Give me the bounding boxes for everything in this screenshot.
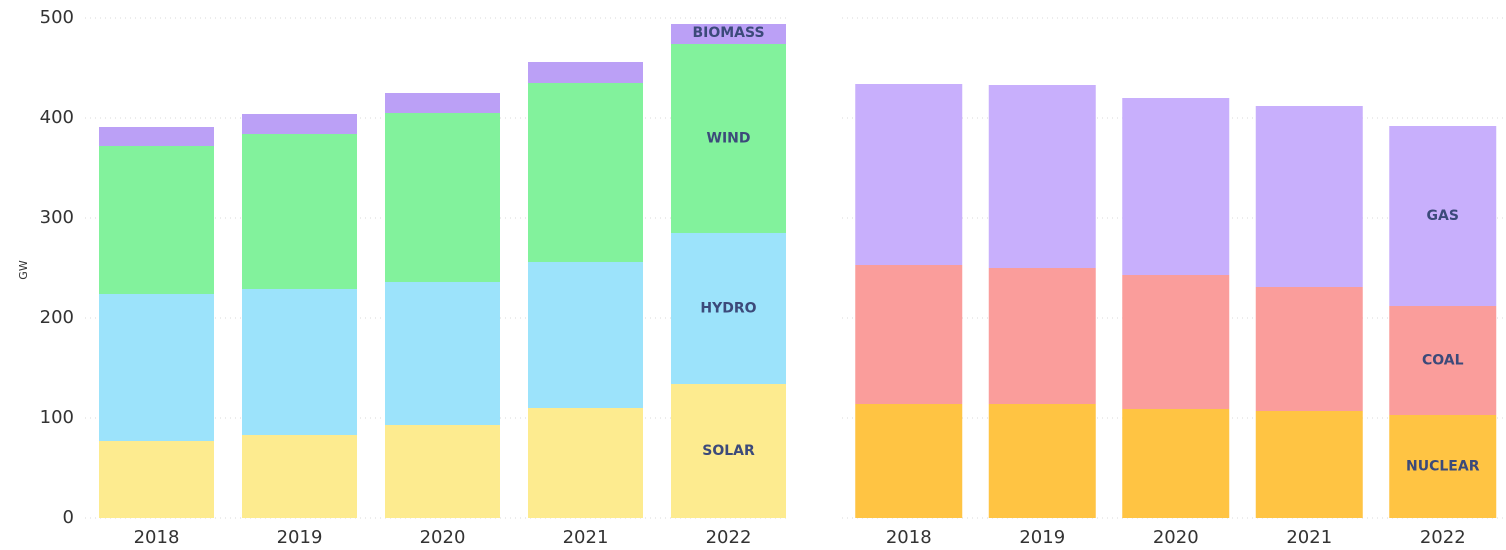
- bar-segment: [1122, 98, 1230, 275]
- y-tick-label: 100: [40, 407, 74, 428]
- bar-segment: [99, 146, 214, 294]
- bar-segment: [242, 289, 357, 435]
- y-tick-label: 300: [40, 207, 74, 228]
- x-tick-label: 2022: [706, 527, 752, 548]
- y-tick-label: 200: [40, 307, 74, 328]
- series-label: NUCLEAR: [1406, 459, 1480, 475]
- series-label: BIOMASS: [692, 25, 764, 41]
- y-axis-title: GW: [17, 260, 30, 280]
- bar-segment: [1255, 287, 1363, 411]
- bar-segment: [242, 435, 357, 518]
- series-label: SOLAR: [702, 443, 755, 459]
- bar-segment: [671, 44, 786, 233]
- bar-segment: [988, 85, 1096, 268]
- bar-segment: [1122, 275, 1230, 409]
- bar-segment: [671, 24, 786, 44]
- bar-segment: [1389, 126, 1497, 306]
- bar-segment: [385, 113, 500, 282]
- bar-segment: [385, 93, 500, 113]
- x-tick-label: 2019: [277, 527, 323, 548]
- bar-segment: [242, 134, 357, 289]
- x-tick-label: 2020: [420, 527, 466, 548]
- bar-segment: [855, 265, 963, 404]
- bar-segment: [1389, 306, 1497, 415]
- x-tick-label: 2018: [886, 527, 932, 548]
- bar-segment: [242, 114, 357, 134]
- x-tick-label: 2019: [1019, 527, 1065, 548]
- bar-segment: [99, 294, 214, 441]
- series-label: WIND: [707, 131, 751, 147]
- bar-segment: [1255, 106, 1363, 287]
- bar-segment: [1389, 415, 1497, 518]
- bar-segment: [385, 282, 500, 425]
- x-tick-label: 2020: [1153, 527, 1199, 548]
- bar-segment: [99, 441, 214, 518]
- series-label: HYDRO: [700, 301, 756, 317]
- series-label: GAS: [1427, 208, 1459, 224]
- bar-segment: [988, 268, 1096, 404]
- bar-segment: [671, 233, 786, 384]
- x-tick-label: 2021: [1286, 527, 1332, 548]
- x-tick-label: 2018: [134, 527, 180, 548]
- x-tick-label: 2022: [1420, 527, 1466, 548]
- bar-segment: [385, 425, 500, 518]
- bar-segment: [1122, 409, 1230, 518]
- bar-segment: [528, 62, 643, 83]
- y-tick-label: 0: [63, 507, 74, 528]
- bar-segment: [855, 404, 963, 518]
- bar-segment: [528, 408, 643, 518]
- y-tick-label: 400: [40, 107, 74, 128]
- x-tick-label: 2021: [563, 527, 609, 548]
- y-tick-label: 500: [40, 7, 74, 28]
- bar-segment: [855, 84, 963, 265]
- bar-segment: [1255, 411, 1363, 518]
- bar-segment: [528, 83, 643, 262]
- bar-segment: [528, 262, 643, 408]
- series-label: COAL: [1422, 353, 1464, 369]
- bar-segment: [99, 127, 214, 146]
- bar-segment: [671, 384, 786, 518]
- bar-segment: [988, 404, 1096, 518]
